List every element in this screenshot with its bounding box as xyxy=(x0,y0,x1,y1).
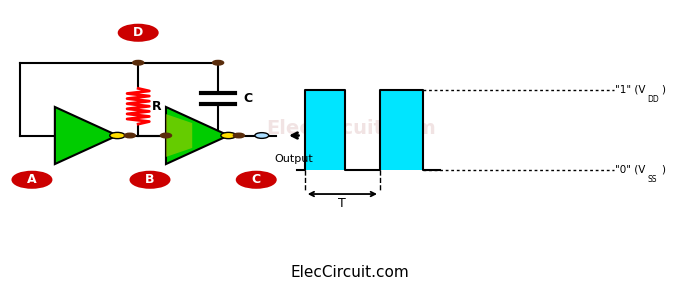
Text: ElecCircuit.com: ElecCircuit.com xyxy=(290,265,410,280)
Text: Output: Output xyxy=(274,154,313,164)
Circle shape xyxy=(119,25,158,41)
Text: R: R xyxy=(152,100,162,113)
Text: C: C xyxy=(244,92,253,105)
Text: A: A xyxy=(27,173,37,186)
Circle shape xyxy=(13,172,51,188)
Bar xyxy=(305,90,345,170)
Text: ElecCircuit.com: ElecCircuit.com xyxy=(267,119,436,138)
Polygon shape xyxy=(166,107,228,164)
Text: ✕: ✕ xyxy=(161,114,185,142)
Circle shape xyxy=(220,132,236,139)
Text: "0" (V: "0" (V xyxy=(615,165,645,175)
Circle shape xyxy=(131,172,169,188)
Text: SS: SS xyxy=(648,175,657,184)
Text: ): ) xyxy=(661,85,665,95)
Circle shape xyxy=(213,61,223,65)
Bar xyxy=(380,90,423,170)
Polygon shape xyxy=(166,114,193,157)
Circle shape xyxy=(110,132,125,139)
Circle shape xyxy=(255,133,269,138)
Text: B: B xyxy=(146,173,155,186)
Circle shape xyxy=(160,133,172,138)
Text: T: T xyxy=(339,197,346,210)
Circle shape xyxy=(237,172,276,188)
Text: ): ) xyxy=(661,165,665,175)
Polygon shape xyxy=(55,107,118,164)
Circle shape xyxy=(233,133,244,138)
Circle shape xyxy=(125,133,135,138)
Text: C: C xyxy=(252,173,261,186)
Text: "1" (V: "1" (V xyxy=(615,85,646,95)
Text: D: D xyxy=(133,26,144,39)
Circle shape xyxy=(132,61,144,65)
Text: DD: DD xyxy=(648,95,659,104)
